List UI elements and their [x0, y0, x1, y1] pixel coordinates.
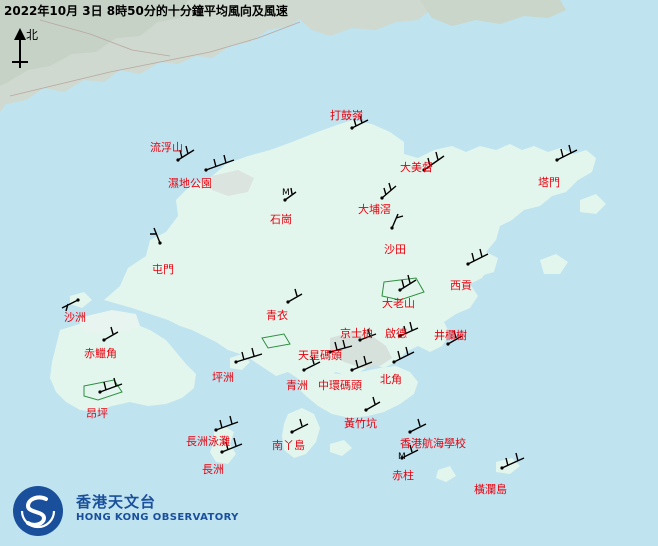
- station-label: 赤柱: [392, 469, 414, 482]
- station-label: 長洲: [202, 463, 224, 476]
- chek-lap-kok-airport: [78, 310, 140, 334]
- station-label: 長洲泳灘: [186, 435, 230, 448]
- tap-mun-island: [580, 194, 606, 214]
- station-label: 沙洲: [64, 311, 86, 324]
- station-label: 青衣: [266, 309, 288, 322]
- po-toi-island: [436, 466, 456, 482]
- station-label: 大老山: [382, 297, 415, 310]
- page-title: 2022年10月 3日 8時50分的十分鐘平均風向及風速: [4, 4, 288, 18]
- station-label: 昂坪: [86, 407, 108, 420]
- sha-chau-island: [70, 292, 92, 308]
- station-label: 南丫島: [272, 439, 305, 452]
- station-label: 黃竹坑: [344, 417, 377, 430]
- hko-name-en: HONG KONG OBSERVATORY: [76, 512, 239, 523]
- lantau-island: [50, 318, 196, 412]
- north-arrow: 北: [8, 28, 42, 72]
- station-label: 赤鱲角: [84, 347, 117, 360]
- country-park-outlines: [83, 277, 425, 401]
- station-label: 濕地公園: [168, 177, 212, 190]
- sai-kung-island: [468, 252, 498, 276]
- hong-kong-island: [298, 366, 418, 418]
- station-label: 流浮山: [150, 141, 183, 154]
- hko-logo-icon: [13, 486, 63, 536]
- station-label: 橫瀾島: [474, 483, 507, 496]
- station-label: 石崗: [270, 213, 292, 226]
- station-label: 大美督: [400, 161, 433, 174]
- station-label: 青洲: [286, 379, 308, 392]
- cheung-chau-island: [210, 426, 236, 464]
- station-label: 塔門: [538, 176, 560, 189]
- green-island: [262, 332, 286, 348]
- small-island-south: [330, 440, 352, 456]
- station-label: 打鼓嶺: [330, 109, 363, 122]
- station-label: 啟德: [385, 327, 407, 340]
- north-label: 北: [26, 28, 39, 42]
- station-label: 香港航海學校: [400, 437, 466, 450]
- lamma-island: [282, 408, 320, 458]
- station-label: 井欄樹: [434, 329, 467, 342]
- wind-barbs: [61, 115, 578, 470]
- hko-logo: 香港天文台 HONG KONG OBSERVATORY: [10, 483, 250, 539]
- m-marker: M: [398, 452, 406, 462]
- station-label: 大埔滘: [358, 203, 391, 216]
- hko-name-zh: 香港天文台: [76, 493, 157, 511]
- station-label: 北角: [380, 373, 402, 386]
- hongkong-landmass: [104, 120, 596, 380]
- station-label: 天星碼頭: [298, 349, 342, 362]
- station-label: 西貢: [450, 279, 472, 292]
- ninepin-island: [540, 254, 568, 274]
- station-label: 沙田: [384, 243, 406, 256]
- station-label: 中環碼頭: [318, 379, 362, 392]
- station-label: 屯門: [152, 263, 174, 276]
- station-label: 京士柏: [340, 327, 373, 340]
- peng-chau-island: [230, 354, 250, 370]
- mainland-landmass: [0, 0, 566, 112]
- station-label: 坪洲: [212, 371, 234, 384]
- m-marker: M: [282, 188, 290, 198]
